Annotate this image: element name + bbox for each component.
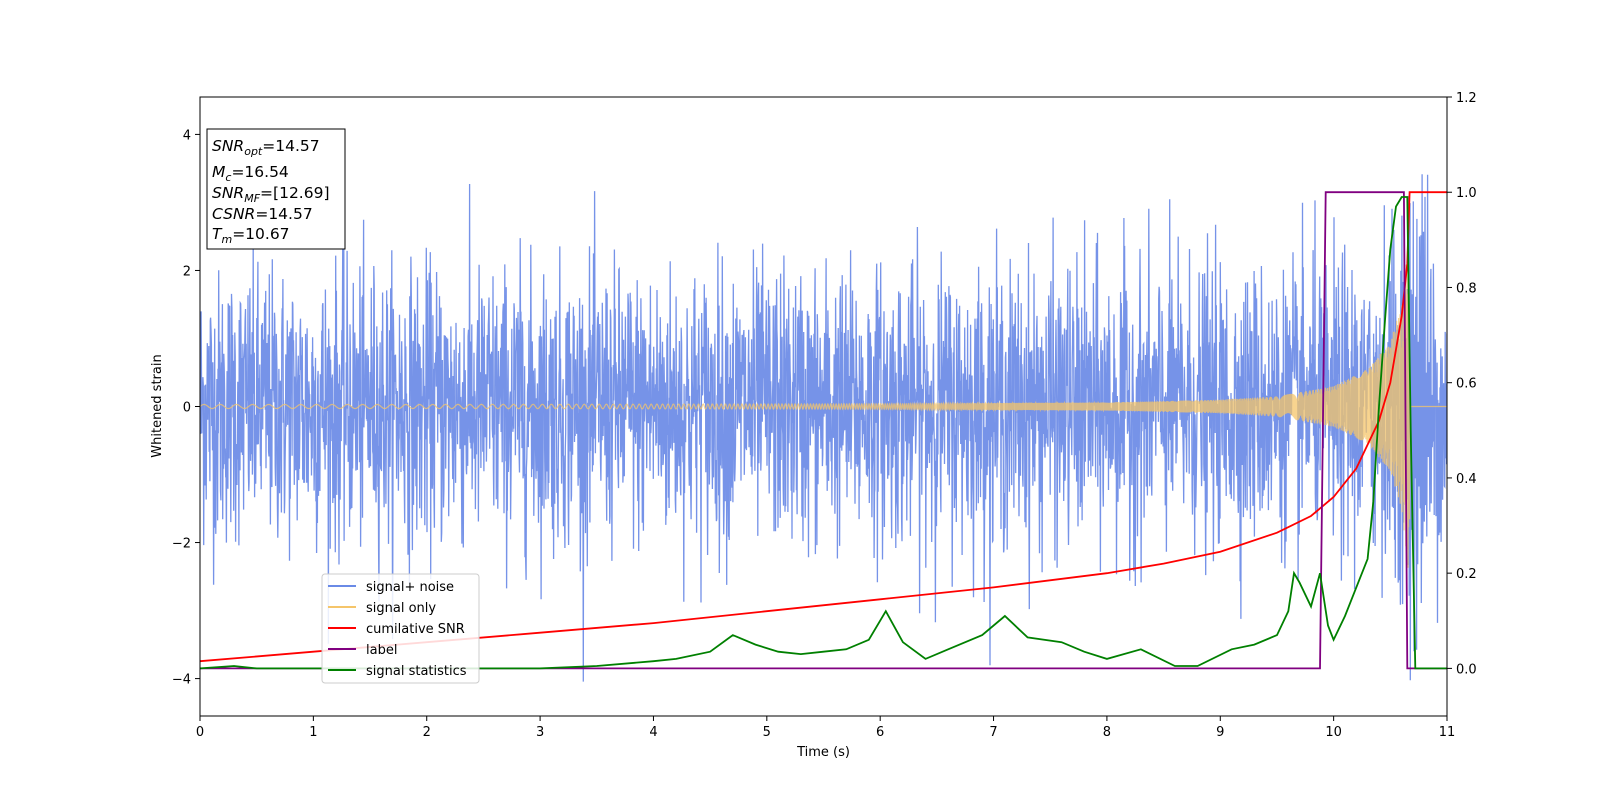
y-tick-label-right: 0.2: [1456, 567, 1477, 582]
legend-label: cumilative SNR: [366, 622, 465, 637]
series-signal-noise: [200, 174, 1447, 682]
x-axis-label: Time (s): [796, 745, 850, 760]
series-label: [200, 191, 1447, 670]
info-box-line: Mc=16.54: [212, 163, 289, 184]
x-tick-label: 1: [309, 725, 317, 740]
info-box-line: CSNR=14.57: [212, 205, 313, 223]
legend: signal+ noise signal only cumilative SNR la…: [321, 573, 480, 684]
y-tick-label-left: −2: [172, 537, 191, 552]
x-tick-label: 2: [423, 725, 431, 740]
x-tick-label: 8: [1103, 725, 1111, 740]
x-tick-label: 5: [763, 725, 771, 740]
x-tick-label: 9: [1216, 725, 1224, 740]
series-signal-only: [200, 247, 1447, 568]
x-tick-label: 7: [989, 725, 997, 740]
x-tick-label: 11: [1439, 725, 1456, 740]
y-tick-label-right: 1.0: [1456, 186, 1477, 201]
x-tick-label: 3: [536, 725, 544, 740]
x-tick-label: 10: [1325, 725, 1342, 740]
x-tick-label: 0: [196, 725, 204, 740]
info-box-line: Tm=10.67: [212, 225, 290, 246]
y-tick-label-right: 0.8: [1456, 281, 1477, 296]
x-tick-label: 6: [876, 725, 884, 740]
legend-label: signal+ noise: [366, 580, 454, 595]
y-tick-label-left: 2: [183, 264, 191, 279]
series-signal-statistics: [200, 196, 1447, 670]
info-box-frame: [206, 128, 346, 250]
y-tick-label-left: 4: [183, 128, 191, 143]
x-tick-label: 4: [649, 725, 657, 740]
legend-label: signal statistics: [366, 664, 467, 679]
legend-label: signal only: [366, 601, 436, 616]
y-tick-label-left: −4: [172, 673, 191, 688]
parameter-info-box: SNRopt=14.57 Mc=16.54SNRMF=[12.69]CSNR=14…: [206, 128, 346, 250]
y-tick-label-right: 1.2: [1456, 91, 1477, 106]
info-box-line: SNRopt=14.57: [212, 137, 320, 158]
y-axis-label-left: Whitened strain: [150, 354, 165, 457]
legend-frame: [321, 573, 480, 684]
y-tick-label-right: 0.6: [1456, 377, 1477, 392]
y-tick-label-right: 0.0: [1456, 662, 1477, 677]
y-tick-label-right: 0.4: [1456, 472, 1477, 487]
info-box-line: SNRMF=[12.69]: [212, 184, 330, 205]
y-tick-label-left: 0: [183, 401, 191, 416]
legend-label: label: [366, 643, 397, 658]
